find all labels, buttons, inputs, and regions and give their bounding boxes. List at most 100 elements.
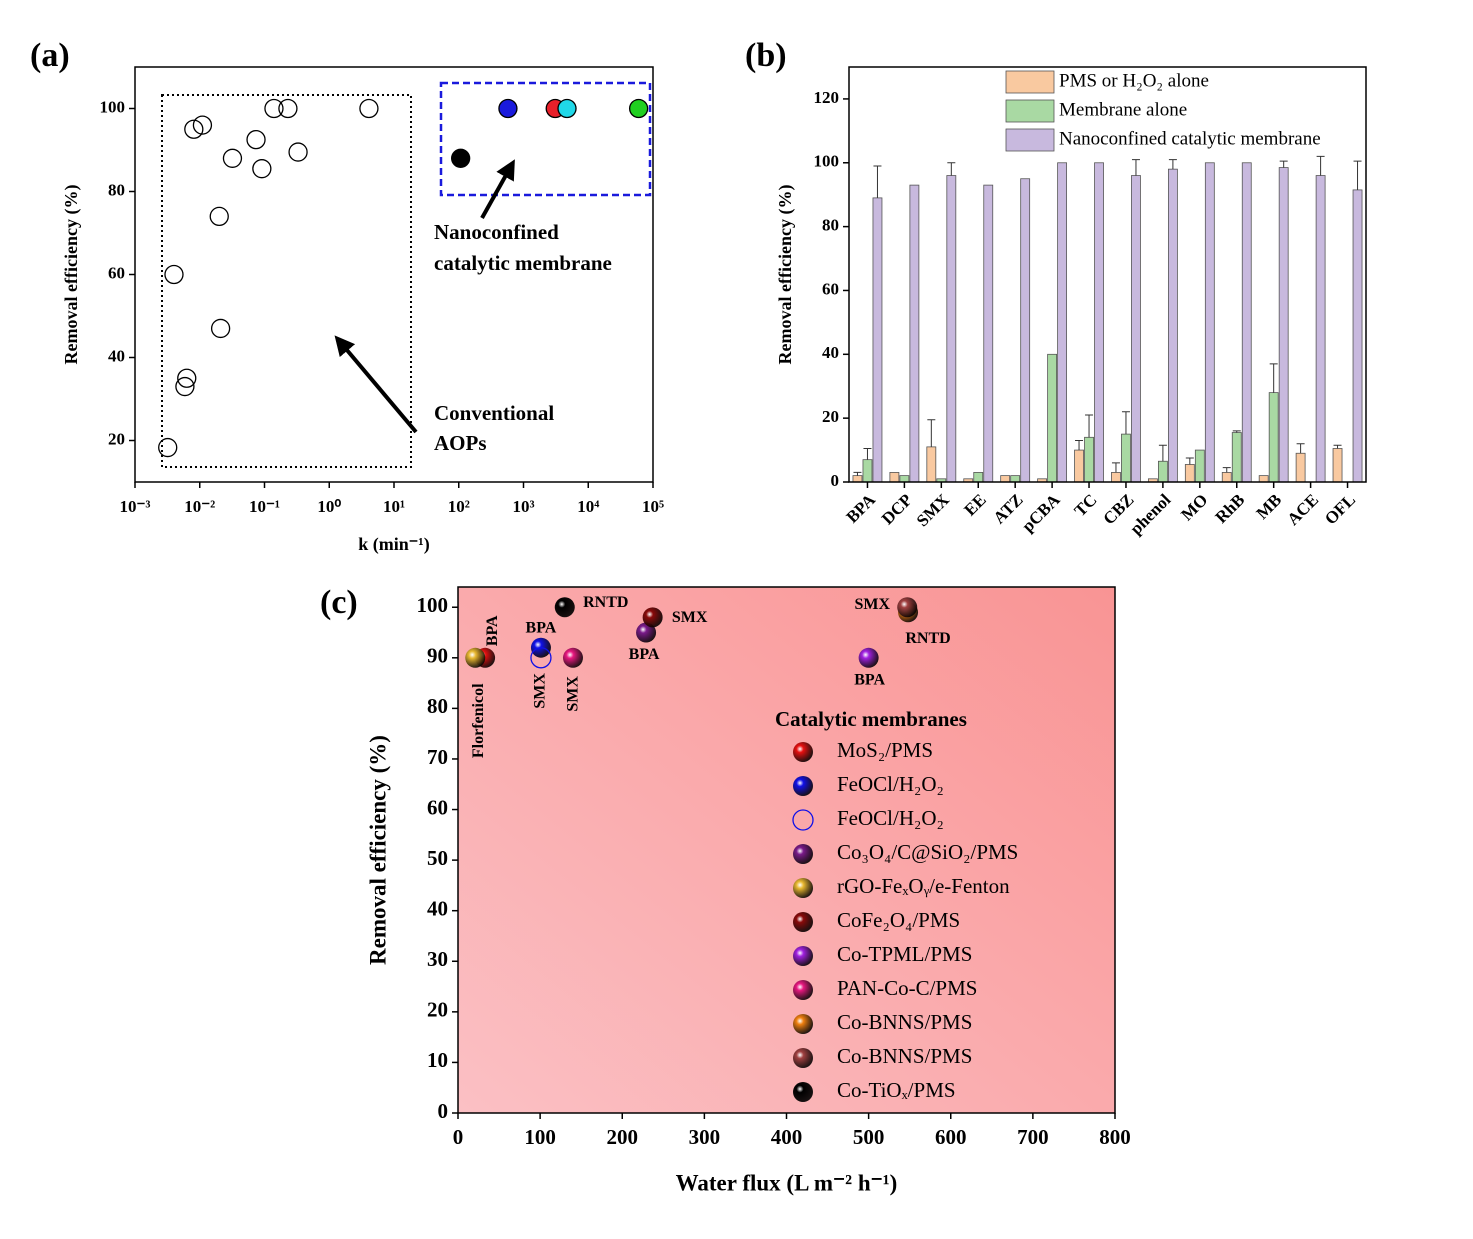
bar — [889, 472, 900, 483]
data-point — [858, 647, 879, 668]
plot-background — [458, 587, 1115, 1113]
data-point — [359, 98, 379, 119]
x-axis-label: Water flux (L m⁻² h⁻¹) — [676, 1170, 898, 1195]
x-tick-label: 10⁻¹ — [249, 497, 280, 516]
error-bar — [863, 447, 872, 460]
bar — [1278, 167, 1289, 483]
legend-label: PAN-Co-C/PMS — [837, 976, 977, 1000]
bar — [1094, 162, 1104, 483]
x-tick-label: SMX — [913, 490, 954, 531]
y-tick-label: 70 — [427, 745, 448, 769]
bar — [1167, 168, 1178, 483]
data-point — [210, 318, 231, 339]
plot-frame — [134, 66, 654, 483]
error-bar — [1353, 160, 1362, 190]
arrow — [334, 335, 418, 434]
bar — [983, 184, 994, 483]
legend-label: FeOCl/H₂O₂ — [837, 772, 944, 796]
y-tick-label: 20 — [822, 407, 839, 426]
panel-label: (a) — [30, 37, 70, 74]
bar — [1231, 432, 1242, 483]
panel-label: (b) — [745, 37, 787, 74]
data-point — [554, 597, 575, 618]
legend-label: Nanoconfined catalytic membrane — [1059, 128, 1321, 149]
legend-marker — [793, 1082, 813, 1102]
y-tick-label: 100 — [100, 97, 126, 116]
y-tick-label: 20 — [427, 998, 448, 1022]
x-tick-label: MO — [1177, 490, 1211, 524]
point-label: SMX — [532, 673, 549, 709]
legend-label: Co-TiOₓ/PMS — [837, 1078, 956, 1102]
data-point — [175, 376, 195, 397]
bar — [1010, 475, 1021, 483]
data-point — [252, 159, 272, 179]
y-tick-label: 80 — [822, 216, 839, 235]
bar — [1241, 162, 1252, 483]
error-bar — [1131, 159, 1140, 176]
bar — [1184, 464, 1195, 483]
legend-label: PMS or H₂O₂ alone — [1059, 70, 1209, 91]
error-bar — [1085, 414, 1094, 438]
bar — [1221, 472, 1232, 483]
bar — [1121, 433, 1131, 483]
bar — [1315, 175, 1326, 483]
bar — [1268, 392, 1279, 483]
data-point — [288, 142, 308, 162]
data-point — [177, 368, 197, 388]
point-label: SMX — [854, 596, 890, 613]
bar — [1131, 175, 1141, 483]
bar — [1111, 472, 1121, 483]
bar — [1157, 460, 1168, 483]
legend-label: Co₃O₄/C@SiO₂/PMS — [837, 840, 1018, 864]
legend-title: Catalytic membranes — [775, 707, 967, 731]
data-point — [498, 98, 518, 119]
region-box — [161, 94, 412, 468]
y-tick-label: 40 — [427, 897, 448, 921]
plot-frame — [848, 66, 1367, 483]
x-tick-label: 10⁰ — [317, 497, 341, 516]
annotation: Conventional — [434, 401, 554, 425]
arrow — [480, 159, 515, 219]
y-tick-label: 40 — [822, 343, 839, 362]
legend-marker — [793, 844, 813, 864]
legend-label: CoFe₂O₄/PMS — [837, 908, 960, 932]
legend-marker — [793, 980, 813, 1000]
error-bar — [1269, 363, 1278, 393]
plot-frame — [457, 586, 1116, 1114]
bar — [852, 475, 863, 483]
y-tick-label: 60 — [822, 279, 839, 298]
x-tick-label: 0 — [453, 1125, 464, 1149]
point-label: Florfenicol — [470, 683, 487, 758]
data-point — [192, 115, 213, 135]
annotation: AOPs — [434, 431, 487, 455]
legend-label: Co-BNNS/PMS — [837, 1010, 972, 1034]
x-tick-label: ACE — [1283, 490, 1322, 529]
y-axis-label: Removal efficiency (%) — [61, 185, 82, 365]
data-point — [562, 647, 583, 668]
error-bar — [1296, 443, 1305, 454]
x-tick-label: 700 — [1017, 1125, 1049, 1149]
data-point — [209, 206, 229, 227]
y-tick-label: 40 — [108, 346, 125, 365]
error-bar — [947, 162, 956, 176]
point-label: BPA — [854, 671, 885, 688]
x-tick-label: phenol — [1126, 490, 1174, 538]
legend-marker — [793, 878, 813, 898]
y-axis-label: Removal efficiency (%) — [775, 185, 796, 365]
point-label: RNTD — [905, 630, 950, 647]
bar — [1084, 436, 1094, 483]
error-bar — [1168, 159, 1177, 170]
y-tick-label: 60 — [108, 263, 125, 282]
x-tick-label: 10³ — [512, 497, 534, 516]
data-point — [164, 264, 184, 285]
x-tick-label: 10¹ — [383, 497, 405, 516]
error-bar — [1111, 462, 1120, 473]
data-point — [184, 119, 204, 139]
data-point — [222, 148, 243, 168]
bar — [1332, 448, 1343, 483]
x-tick-label: pCBA — [1018, 490, 1064, 536]
x-tick-label: EE — [960, 490, 989, 519]
error-bar — [873, 165, 882, 198]
point-label: SMX — [565, 676, 582, 712]
